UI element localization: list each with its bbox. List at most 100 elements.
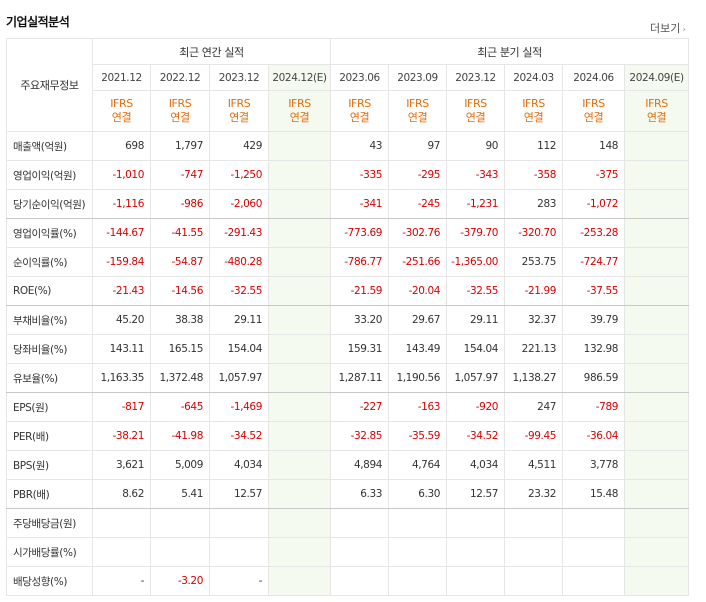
data-cell: -320.70 [504, 218, 564, 248]
data-cell: 1,287.11 [330, 363, 390, 393]
data-cell [624, 189, 690, 219]
data-cell: -227 [330, 392, 390, 422]
data-cell: 154.04 [446, 334, 506, 364]
scope: 연결 [523, 111, 544, 124]
data-cell: 43 [330, 131, 390, 161]
data-cell: 159.31 [330, 334, 390, 364]
data-cell: -1,469 [209, 392, 269, 422]
period-header: 2021.12 [92, 64, 151, 91]
data-cell: 4,511 [504, 450, 564, 480]
period-header: 2024.03 [504, 64, 564, 91]
standard: IFRS [406, 97, 429, 110]
data-cell [624, 479, 690, 509]
period-header: 2023.12 [446, 64, 506, 91]
data-cell [92, 508, 151, 538]
data-cell: 247 [504, 392, 564, 422]
row-label: PBR(배) [6, 479, 93, 509]
data-cell: 90 [446, 131, 506, 161]
data-row: 주당배당금(원) [6, 508, 690, 538]
data-cell: -291.43 [209, 218, 269, 248]
more-text[interactable]: 더보기 [650, 22, 681, 35]
standard-header: IFRS 연결 [330, 90, 390, 132]
period-header: 2024.09(E) [624, 64, 690, 91]
data-cell: 4,034 [446, 450, 506, 480]
standard-header: IFRS 연결 [562, 90, 626, 132]
more-arrow[interactable]: › [682, 25, 686, 35]
period-header: 2023.06 [330, 64, 390, 91]
data-cell [267, 247, 332, 277]
data-cell: -20.04 [388, 276, 448, 306]
data-cell [267, 566, 332, 596]
standard-header: IFRS 연결 [446, 90, 506, 132]
data-cell: 154.04 [209, 334, 269, 364]
data-cell [267, 392, 332, 422]
standard-header: IFRS 연결 [504, 90, 564, 132]
data-cell [267, 421, 332, 451]
data-cell: 143.49 [388, 334, 448, 364]
data-cell: 986.59 [562, 363, 626, 393]
data-cell: 4,764 [388, 450, 448, 480]
group-header: 최근 분기 실적 [330, 38, 690, 65]
finance-table: 주요재무정보 최근 연간 실적 최근 분기 실적 2021.12 2022.12 2023… [6, 38, 690, 596]
data-cell: 1,797 [150, 131, 210, 161]
data-cell [624, 160, 690, 190]
data-cell: -3.20 [150, 566, 210, 596]
data-cell: -302.76 [388, 218, 448, 248]
data-cell: -724.77 [562, 247, 626, 277]
row-label: 영업이익률(%) [6, 218, 93, 248]
scope: 연결 [646, 111, 667, 124]
data-cell [446, 566, 506, 596]
data-cell: -645 [150, 392, 210, 422]
data-cell [92, 537, 151, 567]
data-cell: 112 [504, 131, 564, 161]
data-cell: - [92, 566, 151, 596]
data-row: 매출액(억원) 698 1,797 429 43 97 90 112 148 [6, 131, 690, 161]
data-cell: -21.99 [504, 276, 564, 306]
data-cell [446, 537, 506, 567]
standard-header: IFRS 연결 [267, 90, 332, 132]
data-cell [624, 363, 690, 393]
data-row: 시가배당률(%) [6, 537, 690, 567]
data-cell [624, 247, 690, 277]
standard-header: IFRS 연결 [150, 90, 210, 132]
data-cell [624, 305, 690, 335]
data-cell: -34.52 [446, 421, 506, 451]
data-cell: 29.11 [209, 305, 269, 335]
standard-header: IFRS 연결 [388, 90, 448, 132]
data-cell: 4,034 [209, 450, 269, 480]
standard: IFRS [464, 97, 487, 110]
data-cell: -358 [504, 160, 564, 190]
data-cell: -480.28 [209, 247, 269, 277]
data-cell: -1,116 [92, 189, 151, 219]
data-row: EPS(원) -817 -645 -1,469 -227 -163 -920 247 -789 [6, 392, 690, 422]
data-cell [624, 508, 690, 538]
scope: 연결 [349, 111, 370, 124]
data-cell: -159.84 [92, 247, 151, 277]
data-cell [624, 566, 690, 596]
data-cell: -41.55 [150, 218, 210, 248]
row-label: BPS(원) [6, 450, 93, 480]
data-cell [330, 537, 390, 567]
data-cell: -1,231 [446, 189, 506, 219]
data-cell: 4,894 [330, 450, 390, 480]
data-cell: -1,365.00 [446, 247, 506, 277]
data-row: BPS(원) 3,621 5,009 4,034 4,894 4,764 4,034 4,51… [6, 450, 690, 480]
data-cell [624, 131, 690, 161]
data-cell: -335 [330, 160, 390, 190]
data-cell: -32.85 [330, 421, 390, 451]
data-cell: -99.45 [504, 421, 564, 451]
corner-header: 주요재무정보 [6, 38, 93, 132]
data-cell [267, 537, 332, 567]
scope: 연결 [170, 111, 190, 124]
row-label: 매출액(억원) [6, 131, 93, 161]
data-cell: -817 [92, 392, 151, 422]
row-label: PER(배) [6, 421, 93, 451]
data-cell: 429 [209, 131, 269, 161]
more-link[interactable]: 더보기 › [650, 20, 686, 36]
data-cell: 698 [92, 131, 151, 161]
data-cell: 29.11 [446, 305, 506, 335]
standard: IFRS [522, 97, 545, 110]
row-label: 당좌비율(%) [6, 334, 93, 364]
data-cell: 283 [504, 189, 564, 219]
data-cell [504, 537, 564, 567]
